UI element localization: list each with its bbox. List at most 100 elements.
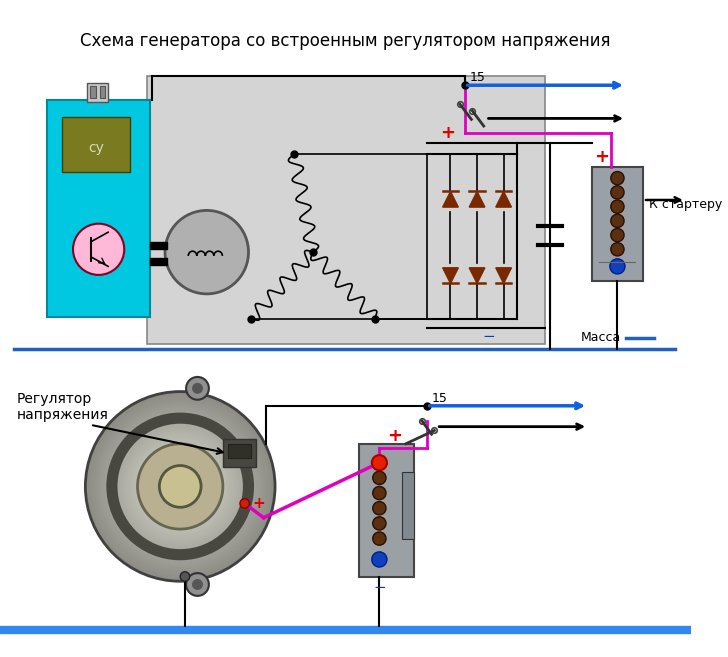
Circle shape: [123, 430, 237, 543]
Circle shape: [100, 407, 260, 566]
Circle shape: [108, 415, 253, 558]
Circle shape: [611, 214, 624, 227]
Circle shape: [373, 501, 386, 515]
Polygon shape: [496, 268, 512, 283]
Circle shape: [170, 477, 190, 496]
Text: +: +: [387, 427, 402, 445]
Bar: [147, 76, 545, 344]
Circle shape: [175, 481, 186, 492]
Circle shape: [106, 413, 254, 560]
Text: +: +: [253, 496, 265, 511]
Circle shape: [169, 475, 191, 498]
Bar: [402, 472, 414, 539]
Circle shape: [611, 229, 624, 242]
Text: −: −: [373, 580, 386, 595]
Circle shape: [98, 405, 262, 568]
Bar: [228, 443, 251, 458]
Circle shape: [610, 259, 625, 274]
Bar: [47, 101, 150, 317]
Circle shape: [159, 466, 201, 507]
Circle shape: [118, 424, 243, 549]
Circle shape: [176, 483, 184, 490]
Text: +: +: [440, 124, 455, 142]
Circle shape: [91, 397, 269, 576]
Circle shape: [129, 435, 232, 537]
Bar: [62, 116, 130, 171]
Circle shape: [186, 573, 209, 596]
Circle shape: [611, 186, 624, 199]
Circle shape: [193, 579, 202, 589]
Circle shape: [173, 479, 188, 494]
Circle shape: [89, 396, 272, 578]
Circle shape: [87, 394, 273, 579]
Text: −: −: [482, 329, 495, 344]
Text: Регулятор
напряжения: Регулятор напряжения: [17, 392, 109, 422]
Polygon shape: [496, 191, 512, 207]
Circle shape: [181, 572, 190, 581]
Circle shape: [137, 443, 223, 530]
Circle shape: [163, 469, 197, 503]
Bar: [358, 443, 414, 576]
Circle shape: [240, 499, 250, 509]
Circle shape: [104, 411, 256, 562]
Circle shape: [148, 454, 213, 518]
Circle shape: [372, 552, 387, 567]
Circle shape: [146, 452, 214, 520]
Circle shape: [110, 417, 250, 556]
Circle shape: [116, 422, 245, 551]
Circle shape: [114, 420, 247, 553]
Text: 15: 15: [470, 71, 486, 84]
Circle shape: [611, 242, 624, 256]
Text: Схема генератора со встроенным регулятором напряжения: Схема генератора со встроенным регулятор…: [80, 32, 611, 50]
Circle shape: [156, 462, 205, 511]
Circle shape: [161, 467, 199, 505]
Text: 15: 15: [432, 392, 448, 405]
Circle shape: [138, 443, 223, 529]
Polygon shape: [470, 268, 485, 283]
Circle shape: [373, 532, 386, 545]
Circle shape: [186, 377, 209, 399]
Polygon shape: [443, 191, 459, 207]
Text: Масса: Масса: [580, 331, 621, 344]
Circle shape: [373, 471, 386, 484]
Circle shape: [93, 399, 267, 574]
Circle shape: [373, 456, 386, 469]
Bar: [592, 167, 643, 281]
Circle shape: [103, 409, 258, 564]
Circle shape: [159, 466, 201, 507]
Circle shape: [157, 464, 203, 509]
Circle shape: [611, 171, 624, 185]
Circle shape: [112, 418, 248, 555]
Circle shape: [97, 403, 264, 570]
Circle shape: [144, 450, 216, 522]
Circle shape: [142, 449, 218, 524]
Circle shape: [138, 445, 222, 528]
Bar: [87, 83, 108, 102]
Circle shape: [85, 392, 275, 581]
Bar: [90, 86, 96, 97]
Circle shape: [167, 473, 194, 500]
Text: +: +: [594, 148, 609, 166]
Circle shape: [125, 432, 235, 541]
Circle shape: [372, 455, 387, 470]
Circle shape: [95, 401, 266, 572]
Circle shape: [193, 384, 202, 393]
Bar: [223, 439, 256, 467]
Text: К стартеру: К стартеру: [649, 198, 722, 212]
Circle shape: [611, 200, 624, 214]
Circle shape: [122, 428, 239, 545]
Circle shape: [131, 437, 229, 535]
Circle shape: [132, 439, 228, 534]
Circle shape: [178, 484, 182, 488]
Bar: [100, 86, 106, 97]
Circle shape: [73, 223, 124, 275]
Circle shape: [373, 486, 386, 500]
Circle shape: [151, 458, 209, 515]
Circle shape: [141, 447, 220, 526]
Polygon shape: [470, 191, 485, 207]
Circle shape: [119, 426, 241, 547]
Circle shape: [165, 210, 248, 294]
Circle shape: [154, 460, 207, 513]
Circle shape: [373, 517, 386, 530]
Circle shape: [150, 456, 210, 517]
